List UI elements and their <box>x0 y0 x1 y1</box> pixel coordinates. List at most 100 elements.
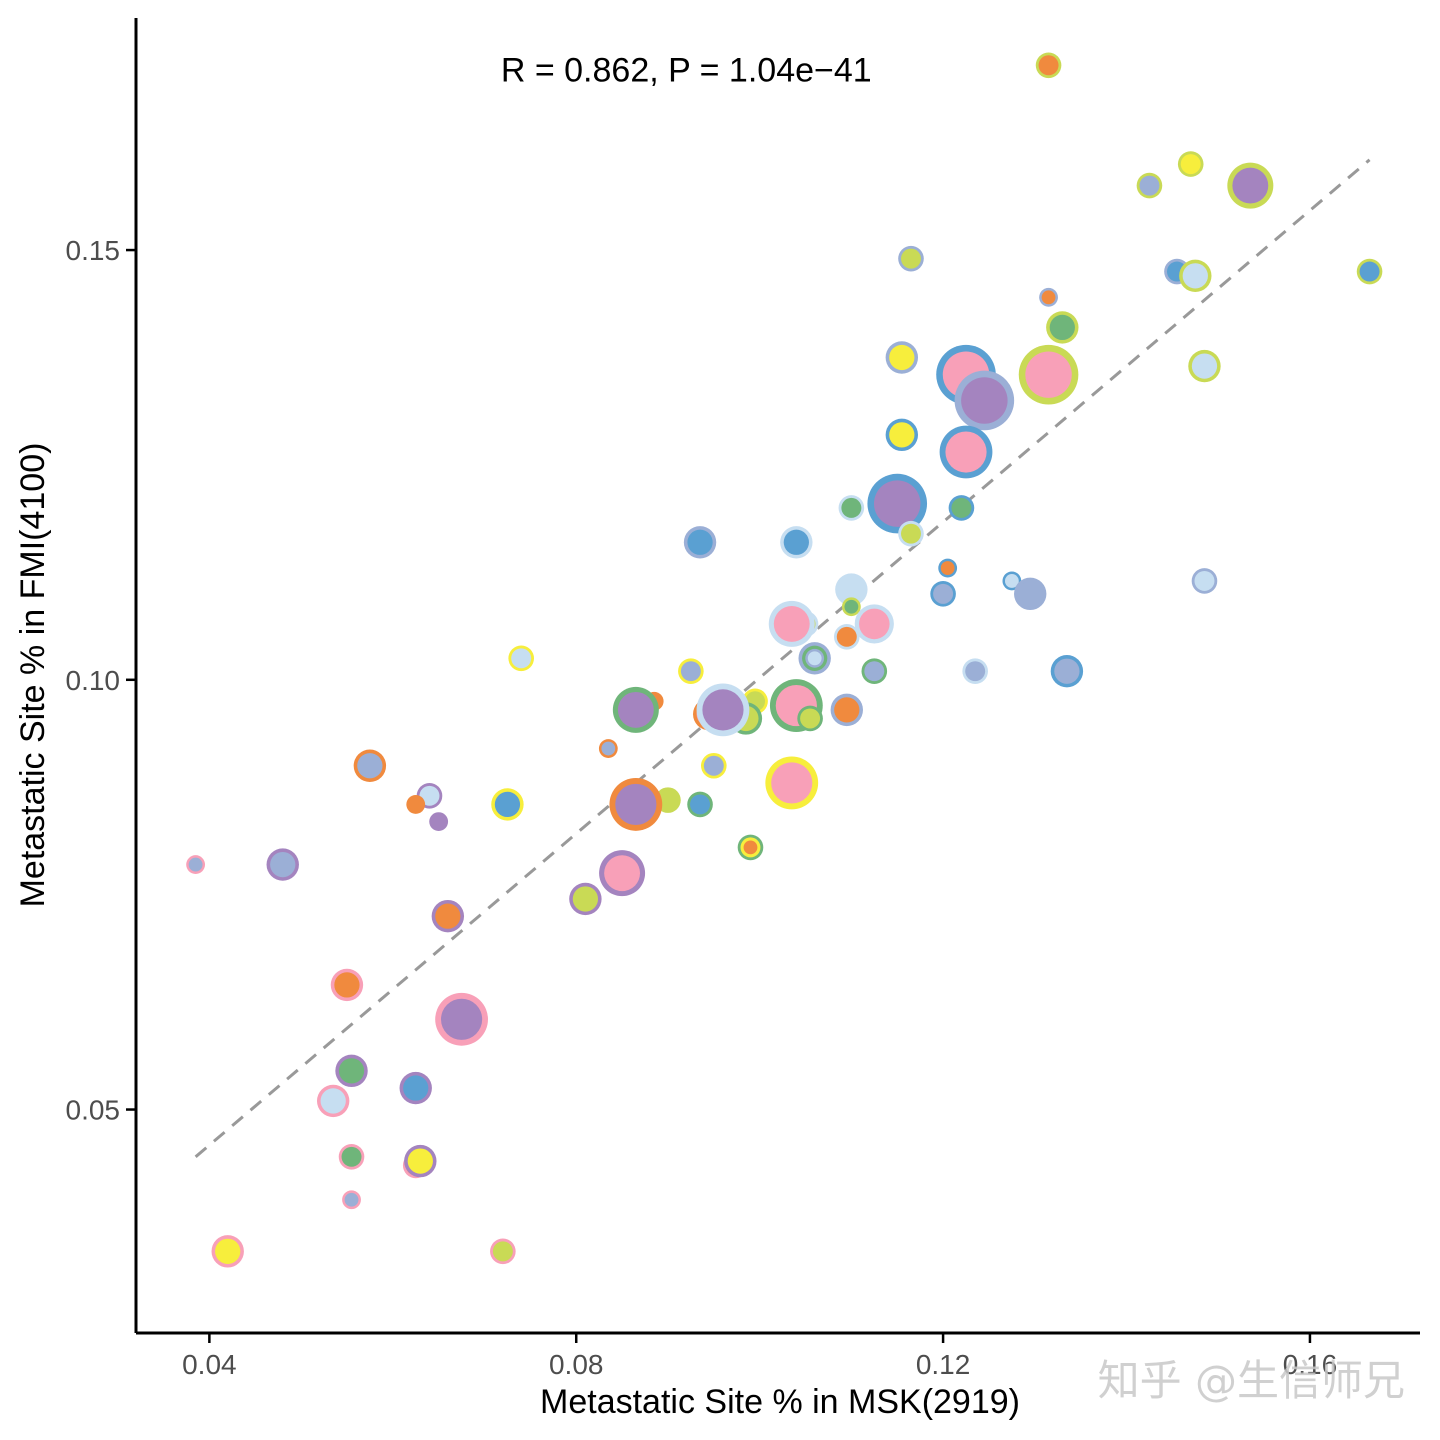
data-point <box>429 812 449 832</box>
data-point-inner <box>572 886 599 912</box>
trend-line <box>194 158 1371 1158</box>
data-point-inner <box>940 561 955 575</box>
data-point-inner <box>431 814 446 829</box>
data-point-inner <box>341 1146 362 1167</box>
data-point-inner <box>945 431 987 473</box>
data-point-inner <box>403 1075 429 1101</box>
data-point <box>404 1144 437 1178</box>
x-tick-label: 0.04 <box>182 1349 237 1380</box>
data-point <box>1136 172 1163 199</box>
data-point <box>1035 52 1062 79</box>
data-point-inner <box>435 903 461 929</box>
data-point <box>954 370 1015 431</box>
data-point <box>938 558 958 578</box>
data-point-inner <box>702 689 744 731</box>
data-point <box>490 1238 516 1265</box>
data-point-inner <box>1025 351 1072 398</box>
data-point-inner <box>951 497 972 518</box>
data-point-inner <box>1359 261 1380 282</box>
data-point-inner <box>1041 290 1056 305</box>
data-point <box>508 645 534 672</box>
data-point <box>687 791 713 818</box>
data-point-inner <box>889 344 915 371</box>
data-point-inner <box>1049 314 1075 341</box>
data-point <box>431 899 465 933</box>
data-point-inner <box>1004 574 1019 588</box>
y-tick-label: 0.05 <box>66 1095 121 1126</box>
data-point <box>491 788 524 821</box>
data-point <box>765 756 819 810</box>
data-point-inner <box>965 661 986 682</box>
y-ticks: 0.05 0.10 0.15 <box>66 235 136 1126</box>
data-point-inner <box>1038 55 1059 76</box>
data-point <box>599 850 646 897</box>
data-point-inner <box>838 576 865 603</box>
data-point <box>316 1084 350 1118</box>
data-point <box>1046 311 1079 344</box>
data-point <box>330 968 364 1002</box>
data-point <box>406 795 426 814</box>
trend-line-group <box>194 158 1371 1158</box>
data-point-inner <box>344 1192 359 1207</box>
data-point-inner <box>901 248 921 269</box>
x-axis-title: Metastatic Site % in MSK(2919) <box>540 1383 1020 1421</box>
data-point-inner <box>1017 581 1043 607</box>
data-point <box>1188 349 1221 383</box>
data-point <box>741 837 760 857</box>
data-point <box>768 600 815 647</box>
data-point-inner <box>771 762 813 804</box>
data-point-inner <box>1054 658 1080 684</box>
data-point-inner <box>511 648 532 669</box>
data-point <box>399 1071 432 1105</box>
data-point <box>930 581 956 607</box>
data-point-inner <box>657 790 678 811</box>
data-point <box>797 705 823 732</box>
data-point <box>838 495 865 521</box>
data-point-inner <box>440 998 483 1040</box>
data-point-inner <box>1180 154 1201 175</box>
data-point <box>569 882 602 916</box>
data-point <box>266 848 299 881</box>
y-axis-title: Metastatic Site % in FMI(4100) <box>14 443 52 908</box>
data-point-inner <box>807 651 822 666</box>
data-point-inner <box>407 1148 433 1174</box>
data-point-inner <box>800 708 821 729</box>
data-point <box>833 624 860 650</box>
data-point-inner <box>680 661 701 682</box>
data-point <box>939 425 993 479</box>
data-point-inner <box>1232 167 1269 204</box>
data-point-inner <box>773 605 810 642</box>
data-point <box>338 1144 365 1170</box>
data-point-inner <box>320 1088 346 1114</box>
x-tick-label: 0.12 <box>916 1349 971 1380</box>
data-point <box>678 658 704 685</box>
data-point <box>867 473 928 534</box>
data-point <box>1018 344 1079 405</box>
data-point <box>1050 655 1084 688</box>
data-point <box>1191 568 1218 594</box>
data-point <box>830 693 863 727</box>
data-point <box>805 648 825 668</box>
data-point-inner <box>690 794 711 815</box>
data-point <box>1227 162 1274 209</box>
data-point <box>701 752 727 779</box>
data-point <box>898 520 924 547</box>
data-point-inner <box>933 583 954 604</box>
data-point <box>854 604 894 644</box>
x-tick-label: 0.08 <box>549 1349 604 1380</box>
points-group <box>186 52 1383 1268</box>
data-point-inner <box>334 972 360 998</box>
data-point-inner <box>889 422 915 448</box>
data-point <box>885 341 919 374</box>
data-point-inner <box>783 529 809 555</box>
data-point-inner <box>836 626 857 647</box>
correlation-annotation: R = 0.862, P = 1.04e−41 <box>501 52 872 90</box>
data-point <box>948 495 975 521</box>
data-point <box>835 573 868 606</box>
data-point <box>1177 151 1204 177</box>
data-point-inner <box>419 785 440 806</box>
y-tick-label: 0.15 <box>66 235 121 266</box>
x-tick-label: 0.16 <box>1283 1349 1338 1380</box>
data-point <box>898 245 924 272</box>
